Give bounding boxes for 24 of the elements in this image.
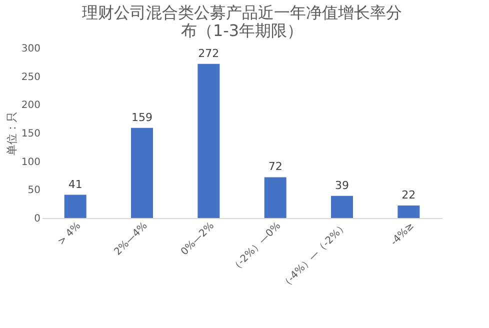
x-tick-label: （-4%）—（-2%） — [279, 220, 350, 292]
y-axis-title: 单位：只 — [5, 112, 18, 156]
text: 布（1-3年期限） — [180, 21, 304, 40]
bar — [64, 194, 86, 218]
data-label: 159 — [132, 110, 152, 124]
bar — [198, 64, 220, 218]
y-tick-label: 150 — [21, 128, 40, 140]
y-tick-label: 100 — [21, 156, 40, 168]
text: 理财公司混合类公募产品近一年净值增长率分 — [82, 3, 402, 22]
y-tick-label: 250 — [21, 72, 40, 83]
y-tick-label: 300 — [21, 44, 40, 54]
bar — [264, 177, 286, 218]
bar — [398, 206, 420, 218]
bar — [131, 128, 153, 218]
bar — [331, 196, 353, 218]
y-tick-label: 50 — [28, 185, 40, 196]
data-label: 41 — [68, 178, 82, 191]
data-label: 22 — [402, 188, 416, 202]
data-label: 272 — [198, 46, 220, 60]
data-label: 72 — [268, 160, 282, 174]
data-label: 39 — [335, 178, 349, 192]
y-tick-label: 200 — [21, 100, 40, 112]
x-tick-label: > 4% — [56, 220, 84, 248]
y-tick-label: 0 — [34, 214, 40, 224]
